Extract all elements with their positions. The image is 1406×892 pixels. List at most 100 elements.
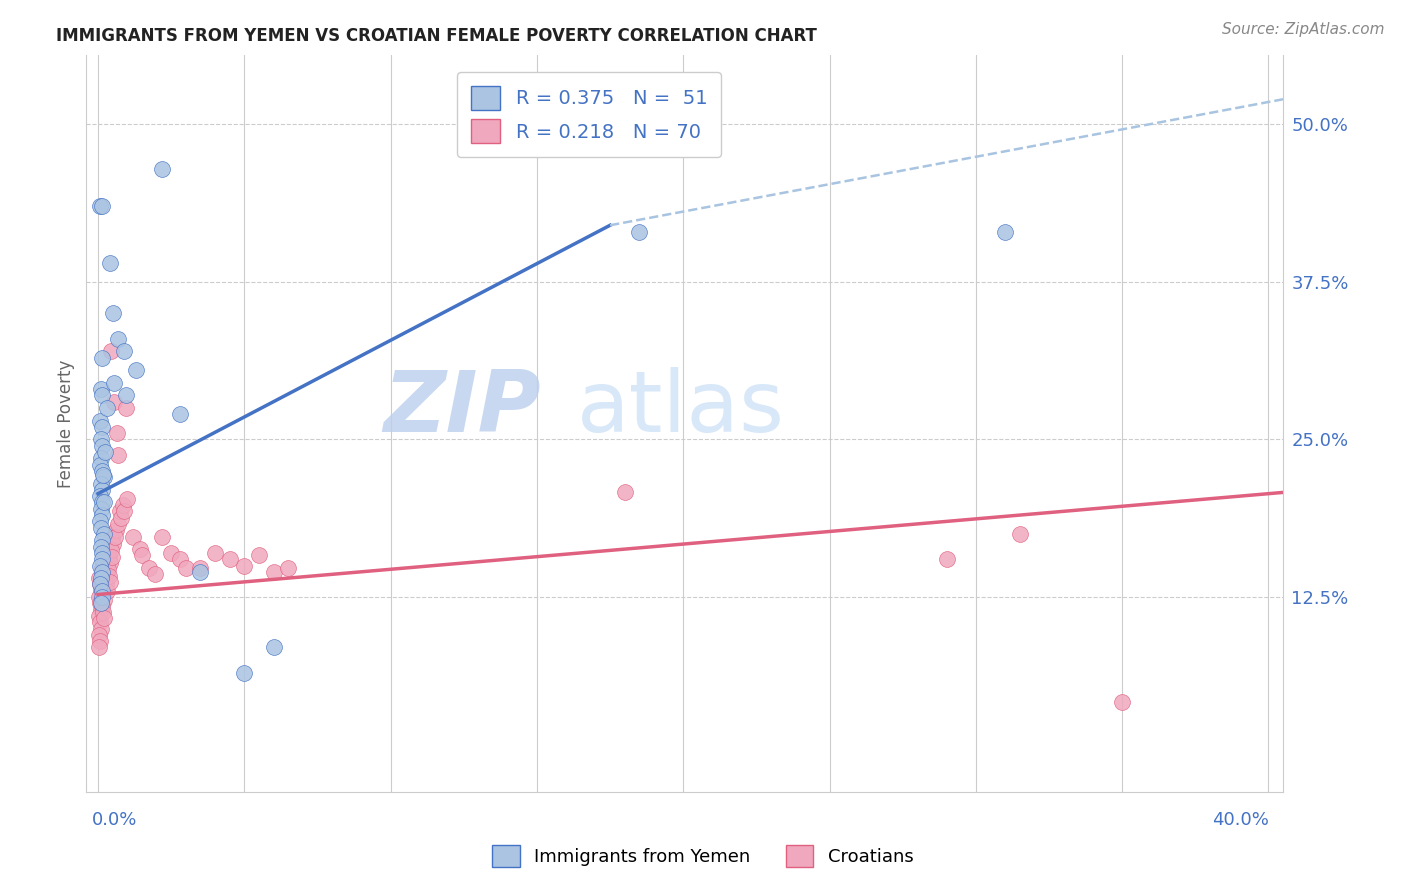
Point <box>101 537 124 551</box>
Point <box>112 504 135 518</box>
Point <box>90 495 112 509</box>
Point <box>89 596 111 610</box>
Point <box>103 394 125 409</box>
Point <box>100 543 122 558</box>
Text: 0.0%: 0.0% <box>93 811 138 830</box>
Point <box>263 640 285 655</box>
Point <box>97 562 120 576</box>
Point <box>190 561 212 575</box>
Point <box>138 561 160 575</box>
Point <box>90 476 112 491</box>
Point <box>101 531 124 545</box>
Y-axis label: Female Poverty: Female Poverty <box>58 359 75 488</box>
Point <box>91 508 114 522</box>
Point <box>104 523 127 537</box>
Point <box>96 558 118 573</box>
Point <box>94 445 117 459</box>
Point <box>90 602 112 616</box>
Point <box>91 565 114 579</box>
Point <box>89 608 111 623</box>
Text: atlas: atlas <box>576 368 785 450</box>
Legend: Immigrants from Yemen, Croatians: Immigrants from Yemen, Croatians <box>485 838 921 874</box>
Point <box>105 426 128 441</box>
Point <box>91 599 114 613</box>
Point <box>94 552 117 566</box>
Point <box>90 583 112 598</box>
Point <box>93 470 115 484</box>
Point <box>90 199 112 213</box>
Point <box>98 574 121 589</box>
Point <box>91 467 114 482</box>
Point <box>90 571 112 585</box>
Point <box>1111 695 1133 709</box>
Point <box>89 199 111 213</box>
Point <box>93 495 115 509</box>
Point <box>122 529 145 543</box>
Point <box>114 401 136 415</box>
Point <box>935 552 957 566</box>
Point <box>96 565 118 579</box>
Text: IMMIGRANTS FROM YEMEN VS CROATIAN FEMALE POVERTY CORRELATION CHART: IMMIGRANTS FROM YEMEN VS CROATIAN FEMALE… <box>56 27 817 45</box>
Point <box>190 565 212 579</box>
Point <box>89 571 111 585</box>
Point <box>169 552 191 566</box>
Point <box>89 458 111 472</box>
Point <box>174 561 197 575</box>
Point <box>89 615 111 630</box>
Point <box>91 546 114 560</box>
Point <box>89 634 111 648</box>
Point <box>150 529 173 543</box>
Point <box>110 510 132 524</box>
Point <box>90 622 112 636</box>
Point <box>91 483 114 497</box>
Point <box>104 529 127 543</box>
Point <box>150 161 173 176</box>
Point <box>613 485 636 500</box>
Point <box>90 540 112 554</box>
Point <box>91 580 114 594</box>
Point <box>96 577 118 591</box>
Text: ZIP: ZIP <box>384 368 541 450</box>
Point <box>91 439 114 453</box>
Point <box>96 583 118 598</box>
Point <box>91 351 114 365</box>
Point <box>90 451 112 466</box>
Point <box>160 546 183 560</box>
Point <box>169 407 191 421</box>
Legend: R = 0.375   N =  51, R = 0.218   N = 70: R = 0.375 N = 51, R = 0.218 N = 70 <box>457 72 721 157</box>
Point <box>129 542 152 557</box>
Point <box>89 577 111 591</box>
Point <box>91 586 114 600</box>
Text: Source: ZipAtlas.com: Source: ZipAtlas.com <box>1222 22 1385 37</box>
Point <box>628 225 651 239</box>
Point <box>233 665 256 680</box>
Point <box>91 605 114 619</box>
Point <box>89 558 111 573</box>
Point <box>111 498 134 512</box>
Point <box>96 401 118 415</box>
Point <box>101 306 124 320</box>
Point <box>89 640 111 655</box>
Point <box>89 515 111 529</box>
Point <box>91 567 114 582</box>
Point <box>108 504 131 518</box>
Point <box>1008 527 1031 541</box>
Point <box>89 590 111 604</box>
Point <box>98 256 121 270</box>
Point <box>204 546 226 560</box>
Point <box>91 420 114 434</box>
Point <box>89 628 111 642</box>
Point <box>91 464 114 478</box>
Point <box>114 388 136 402</box>
Point <box>107 332 129 346</box>
Point <box>100 344 122 359</box>
Point <box>994 225 1017 239</box>
Point <box>218 552 240 566</box>
Point <box>98 549 121 564</box>
Point <box>107 448 129 462</box>
Point <box>90 583 112 598</box>
Point <box>90 596 112 610</box>
Text: 40.0%: 40.0% <box>1212 811 1268 830</box>
Point <box>131 549 153 563</box>
Point <box>91 388 114 402</box>
